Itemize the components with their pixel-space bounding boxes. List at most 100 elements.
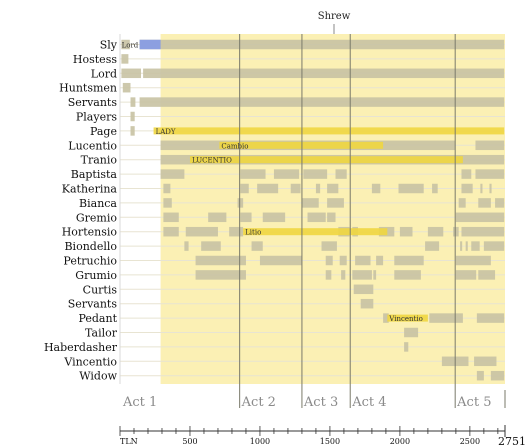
x-axis-tick-label: 500 xyxy=(182,437,197,446)
highlight-segment xyxy=(139,39,161,50)
act-label: Act 3 xyxy=(303,395,338,410)
play-region xyxy=(160,34,505,384)
act-label: Act 4 xyxy=(351,395,386,410)
character-segment xyxy=(476,313,505,323)
character-label: Page xyxy=(90,125,117,138)
act-label: Act 2 xyxy=(241,395,276,410)
character-segment xyxy=(139,39,505,50)
disguise-segment xyxy=(153,127,505,135)
character-segment xyxy=(273,169,300,179)
character-segment xyxy=(476,370,484,381)
character-segment xyxy=(461,169,472,179)
character-label: Curtis xyxy=(83,283,118,296)
character-segment xyxy=(455,270,477,280)
disguise-segment xyxy=(189,156,463,164)
character-segment xyxy=(327,212,336,223)
character-segment xyxy=(184,241,189,251)
character-segment xyxy=(307,212,326,223)
character-segment xyxy=(399,226,413,237)
character-label: Tailor xyxy=(85,327,118,340)
character-segment xyxy=(475,140,505,151)
character-segment xyxy=(130,97,136,107)
character-label: Huntsmen xyxy=(59,82,117,95)
character-segment xyxy=(427,226,444,237)
character-label: Players xyxy=(76,111,117,124)
disguise-segment xyxy=(219,141,384,149)
character-segment xyxy=(240,212,252,223)
character-segment xyxy=(341,270,346,280)
character-segment xyxy=(360,298,374,309)
x-axis-tick-label: 1000 xyxy=(250,437,270,446)
character-segment xyxy=(325,255,333,266)
character-segment xyxy=(376,255,384,266)
character-label: Grumio xyxy=(75,269,117,282)
segment-layer xyxy=(121,39,505,381)
character-segment xyxy=(130,111,135,122)
character-segment xyxy=(404,342,409,352)
character-segment xyxy=(121,39,130,50)
character-label: Petruchio xyxy=(63,255,117,268)
character-segment xyxy=(195,270,246,280)
character-label: Sly xyxy=(100,39,118,52)
character-segment xyxy=(453,226,459,237)
character-segment xyxy=(201,241,221,251)
character-segment xyxy=(321,241,337,251)
character-label: Hostess xyxy=(73,53,117,66)
axis-layer: TLN 500 1000 1500 2000 2500 2751 xyxy=(119,425,526,448)
x-axis-label: TLN xyxy=(120,437,138,446)
character-label: Gremio xyxy=(76,211,118,224)
x-axis-tick-label: 1500 xyxy=(320,437,340,446)
disguise-label: LUCENTIO xyxy=(192,157,232,165)
character-segment xyxy=(143,68,505,79)
character-segment xyxy=(489,183,492,194)
character-segment xyxy=(237,198,244,208)
character-segment xyxy=(259,255,302,266)
character-label: Bianca xyxy=(79,197,117,210)
character-segment xyxy=(121,54,129,64)
character-segment xyxy=(240,183,249,194)
character-segment xyxy=(475,169,505,179)
character-segment xyxy=(398,183,424,194)
character-segment xyxy=(195,255,246,266)
character-segment xyxy=(455,212,505,223)
character-label: Servants xyxy=(68,96,118,109)
character-segment xyxy=(465,241,468,251)
x-axis-end-label: 2751 xyxy=(498,435,526,448)
character-segment xyxy=(371,183,381,194)
x-axis-tick-label: 2500 xyxy=(460,437,480,446)
character-label: Lord xyxy=(91,67,117,80)
character-label: Widow xyxy=(79,370,117,383)
background-layer xyxy=(160,34,505,384)
character-segment xyxy=(163,183,171,194)
character-segment xyxy=(490,370,505,381)
character-segment xyxy=(257,183,279,194)
character-segment xyxy=(208,212,227,223)
character-segment xyxy=(335,169,347,179)
character-label: Servants xyxy=(68,298,118,311)
disguise-label: Vincentio xyxy=(388,315,423,323)
character-segment xyxy=(474,356,497,367)
character-segment xyxy=(383,313,389,323)
character-segment xyxy=(432,183,438,194)
disguise-label: Cambio xyxy=(221,142,248,150)
character-segment xyxy=(327,183,339,194)
act-label: Act 1 xyxy=(122,395,157,410)
character-segment xyxy=(373,270,377,280)
act-label: Act 5 xyxy=(456,395,491,410)
character-label: Hortensio xyxy=(62,226,118,239)
character-label: Vincentio xyxy=(63,355,117,368)
character-segment xyxy=(139,97,505,107)
character-segment xyxy=(163,198,172,208)
character-segment xyxy=(483,241,505,251)
character-segment xyxy=(301,198,319,208)
character-segment xyxy=(160,169,185,179)
character-segment xyxy=(495,198,505,208)
character-label: Biondello xyxy=(64,240,117,253)
character-label: Tranio xyxy=(81,154,118,167)
character-segment xyxy=(122,82,131,93)
character-segment xyxy=(262,212,286,223)
character-segment xyxy=(163,226,179,237)
character-segment xyxy=(429,313,463,323)
character-segment xyxy=(425,241,440,251)
